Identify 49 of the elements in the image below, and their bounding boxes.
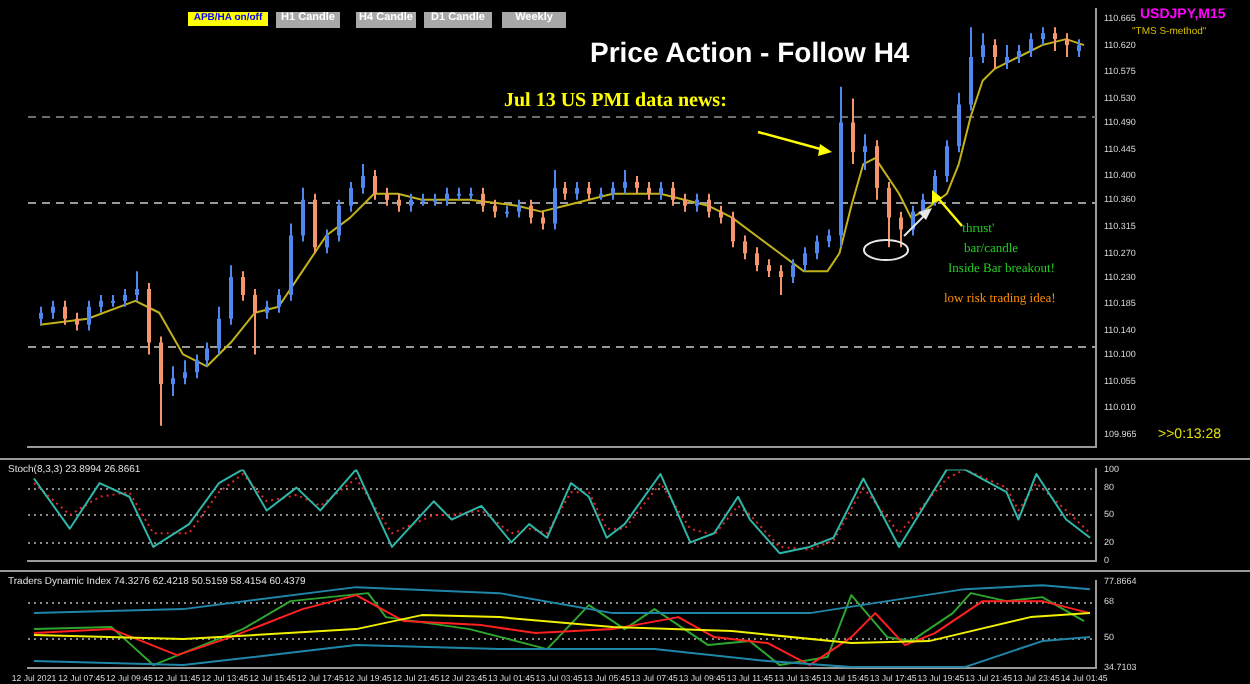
candlestick <box>373 169 377 201</box>
candlestick <box>253 287 257 356</box>
candlestick <box>241 270 245 302</box>
candlestick <box>1005 44 1009 70</box>
candlestick <box>337 198 341 243</box>
candlestick <box>875 139 879 201</box>
candlestick <box>791 258 795 285</box>
candlestick <box>361 163 365 195</box>
candlestick <box>851 97 855 166</box>
candlestick <box>671 180 675 207</box>
annotation: Jul 13 US PMI data news: <box>504 90 727 112</box>
text: Price Action - Follow H4 <box>590 36 910 68</box>
candlestick <box>529 198 533 225</box>
candlestick <box>981 32 985 64</box>
candlestick <box>969 26 973 112</box>
candlestick <box>731 210 735 249</box>
candlestick <box>195 353 199 380</box>
candlestick <box>803 246 807 273</box>
candlestick <box>63 299 67 326</box>
candlestick <box>1053 26 1057 53</box>
candlestick <box>349 180 353 213</box>
candlestick <box>87 299 91 332</box>
candlestick <box>779 264 783 296</box>
candlestick <box>957 91 961 154</box>
candlestick <box>171 365 175 398</box>
candlestick <box>623 169 627 195</box>
candlestick <box>135 270 139 302</box>
candlestick <box>205 341 209 368</box>
candlestick <box>887 180 891 249</box>
candlestick <box>301 186 305 243</box>
candlestick <box>815 234 819 261</box>
candlestick <box>863 133 867 171</box>
candlestick <box>159 335 163 427</box>
candlestick <box>993 38 997 70</box>
candlestick <box>217 305 221 356</box>
candlestick <box>1065 32 1069 58</box>
candlestick <box>277 287 281 314</box>
candlestick <box>553 169 557 231</box>
candlestick <box>183 359 187 386</box>
candlestick <box>899 210 903 249</box>
candlestick <box>481 186 485 213</box>
candlestick <box>945 139 949 183</box>
candlestick <box>743 234 747 261</box>
candlestick <box>755 246 759 273</box>
candlestick <box>1029 32 1033 58</box>
candlestick <box>325 228 329 255</box>
candlestick <box>313 192 317 255</box>
candlestick <box>229 264 233 326</box>
candlestick <box>707 192 711 219</box>
